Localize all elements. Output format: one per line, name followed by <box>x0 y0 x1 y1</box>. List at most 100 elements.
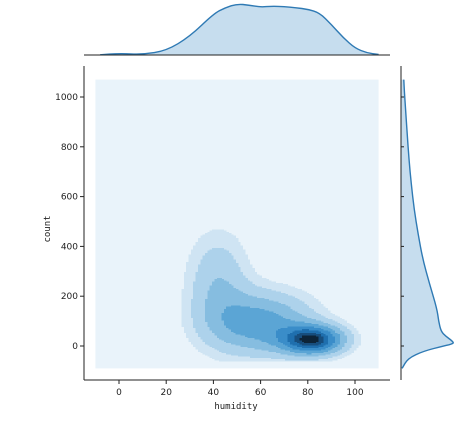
kde-cell <box>308 295 312 297</box>
kde-cell <box>325 314 329 316</box>
kde-cell <box>245 261 248 264</box>
kde-cell <box>249 264 253 266</box>
kde-cell <box>183 299 187 301</box>
kde-cell <box>278 287 281 290</box>
kde-cell <box>339 322 343 325</box>
kde-cell <box>238 248 241 250</box>
kde-cell <box>200 243 203 245</box>
kde-cell <box>200 251 203 254</box>
kde-cell <box>348 352 352 355</box>
kde-cell <box>181 307 185 310</box>
kde-cell <box>233 243 236 245</box>
kde-cell <box>278 285 281 288</box>
kde-cell <box>235 253 239 255</box>
kde-cell <box>344 351 347 353</box>
kde-cell <box>228 246 232 249</box>
kde-cell <box>226 245 229 248</box>
kde-cell <box>280 286 284 289</box>
kde-cell <box>204 350 208 352</box>
kde-cell <box>190 331 194 334</box>
kde-cell <box>259 280 262 283</box>
kde-cell <box>268 286 272 289</box>
kde-cell <box>190 319 194 321</box>
kde-cell <box>337 321 340 324</box>
kde-cell <box>223 244 227 246</box>
kde-cell <box>261 357 265 360</box>
kde-cell <box>190 327 194 330</box>
kde-cell <box>223 233 227 235</box>
kde-cell <box>197 250 201 253</box>
kde-cell <box>313 360 317 362</box>
kde-cell <box>186 312 189 315</box>
kde-cell <box>193 259 196 261</box>
kde-cell <box>282 360 286 362</box>
kde-cell <box>202 244 206 246</box>
kde-cell <box>200 343 203 346</box>
kde-cell <box>308 306 312 309</box>
kde-cell <box>254 279 258 281</box>
kde-cell <box>322 358 326 361</box>
kde-cell <box>275 290 279 292</box>
kde-cell <box>334 320 338 322</box>
kde-cell <box>233 255 236 258</box>
kde-cell <box>186 295 189 297</box>
kde-cell <box>183 284 187 286</box>
kde-cell <box>238 256 241 259</box>
kde-cell <box>240 258 244 260</box>
joint-panel <box>95 79 379 369</box>
kde-cell <box>226 249 229 251</box>
kde-cell <box>256 279 260 281</box>
kde-cell <box>188 311 192 314</box>
kde-cell <box>311 307 314 310</box>
kde-cell <box>240 246 244 249</box>
kde-cell <box>242 265 246 268</box>
kde-cell <box>186 331 189 334</box>
kde-cell <box>212 230 215 233</box>
kde-cell <box>242 358 246 361</box>
kde-cell <box>353 329 357 331</box>
kde-cell <box>195 246 199 249</box>
kde-cell <box>275 284 279 286</box>
kde-cell <box>311 300 314 302</box>
kde-cell <box>190 324 194 326</box>
kde-cell <box>202 239 206 241</box>
kde-cell <box>200 240 203 243</box>
kde-cell <box>200 350 203 352</box>
kde-cell <box>334 358 338 361</box>
kde-cell <box>230 356 234 358</box>
kde-cell <box>327 315 331 317</box>
kde-cell <box>242 249 246 251</box>
kde-cell <box>289 294 293 296</box>
kde-cell <box>322 315 326 317</box>
kde-cell <box>254 280 258 283</box>
kde-cell <box>353 339 357 341</box>
kde-cell <box>240 245 244 248</box>
kde-cell <box>313 302 317 305</box>
kde-cell <box>197 336 201 339</box>
kde-cell <box>195 248 199 250</box>
kde-cell <box>249 274 253 276</box>
kde-cell <box>190 326 194 329</box>
kde-cell <box>235 250 239 253</box>
kde-cell <box>235 358 239 361</box>
kde-cell <box>188 294 192 296</box>
kde-cell <box>261 360 265 362</box>
kde-cell <box>313 304 317 306</box>
kde-cell <box>216 234 220 236</box>
kde-cell <box>240 256 244 259</box>
kde-cell <box>254 273 258 275</box>
kde-cell <box>230 244 234 246</box>
kde-cell <box>240 268 244 270</box>
kde-cell <box>327 314 331 316</box>
kde-cell <box>353 341 357 344</box>
kde-cell <box>247 279 251 281</box>
kde-cell <box>207 248 211 250</box>
kde-cell <box>233 239 236 241</box>
kde-cell <box>263 358 267 361</box>
kde-cell <box>266 280 270 283</box>
kde-cell <box>188 306 192 309</box>
kde-cell <box>207 350 211 352</box>
kde-cell <box>247 358 251 361</box>
kde-cell <box>249 276 253 279</box>
kde-cell <box>353 345 357 347</box>
